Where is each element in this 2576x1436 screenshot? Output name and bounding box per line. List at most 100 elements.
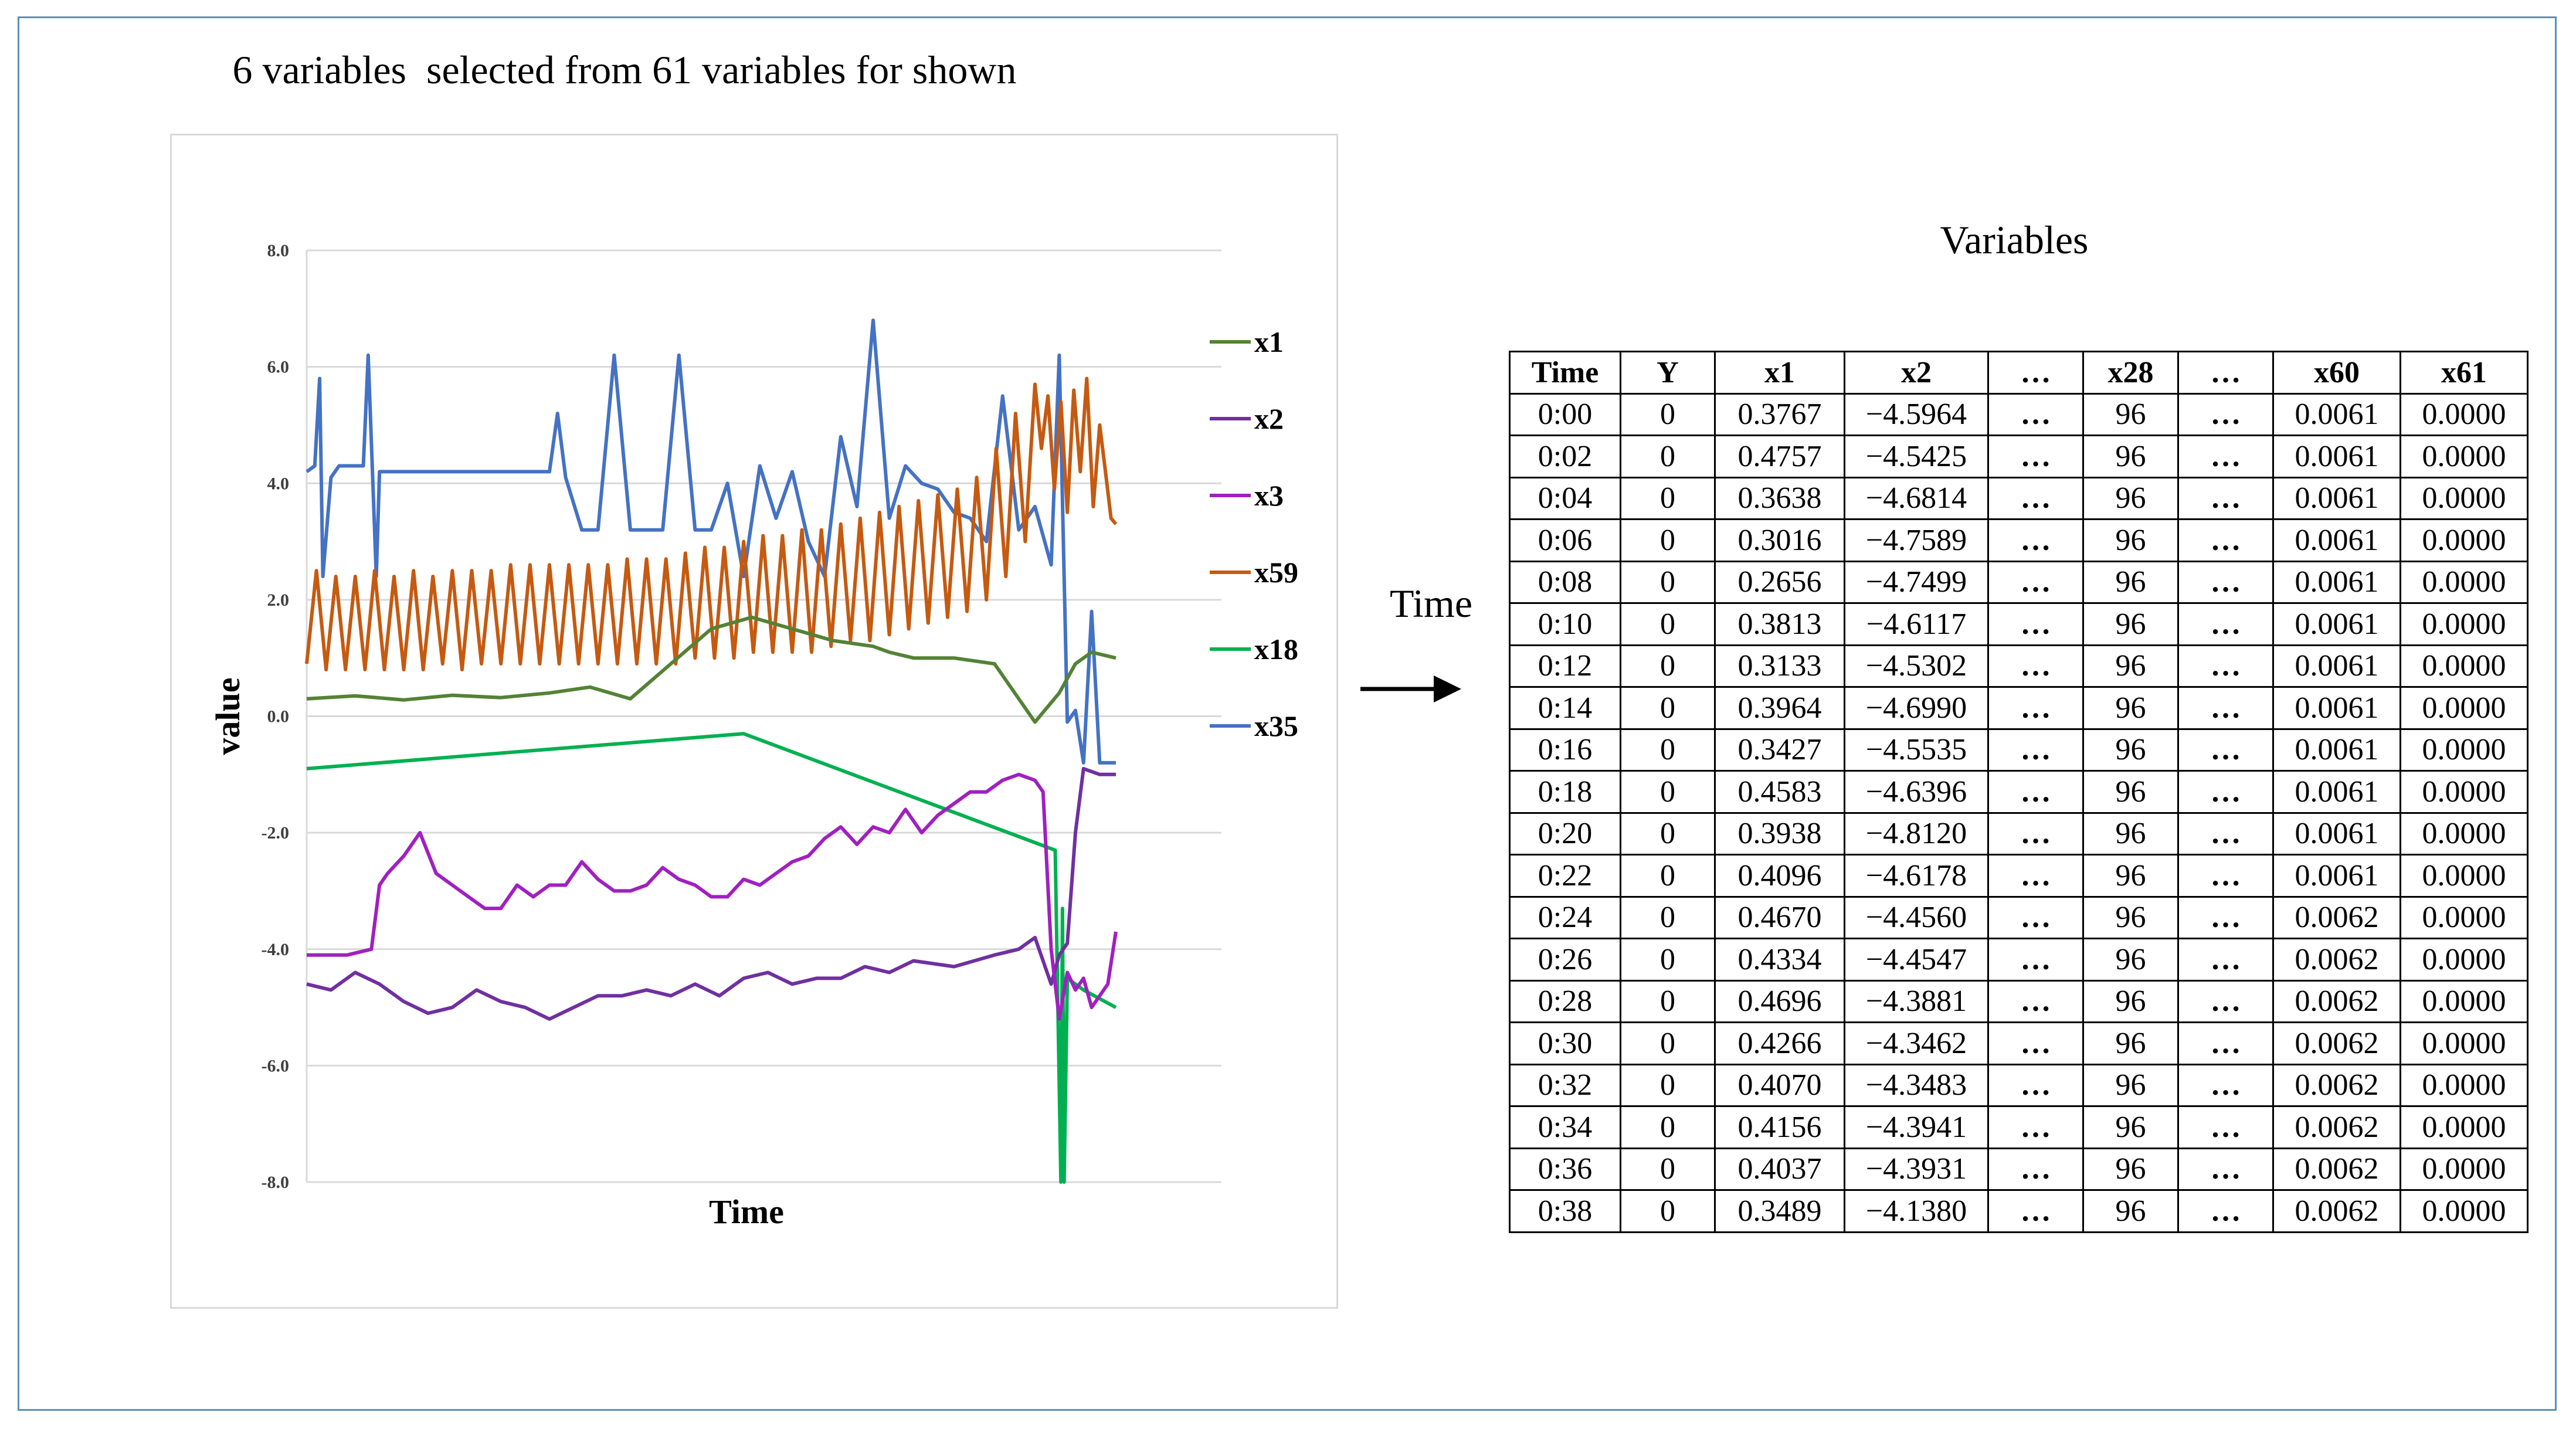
table-cell: 0.0000 [2399,1147,2529,1191]
table-cell: 0.4334 [1714,938,1845,982]
table-row: 0:06 0 0.3016 −4.7589… 96… 0.0061 0.0000 [1509,518,2529,562]
table-row: 0:22 0 0.4096 −4.6178… 96… 0.0061 0.0000 [1509,854,2529,898]
table-header-cell: x2 [1844,351,1989,395]
legend-label-x18: x18 [1254,633,1298,666]
table-cell: 0.0061 [2272,854,2401,898]
table-cell: −4.6178 [1844,854,1989,898]
table-cell: 96 [2082,1063,2179,1107]
table-cell: 0:02 [1509,434,1621,478]
series-line-x59 [305,376,1118,671]
table-cell: 0.0000 [2399,392,2529,436]
table-cell: … [2177,1105,2274,1149]
table-cell: 96 [2082,854,2179,898]
table-cell: 0.4696 [1714,979,1845,1023]
table-cell: −4.5425 [1844,434,1989,478]
table-cell: 0.0062 [2272,1189,2401,1233]
table-cell: −4.6117 [1844,602,1989,646]
table-cell: 96 [2082,979,2179,1023]
table-cell: 0:26 [1509,938,1621,982]
table-cell: 0 [1620,560,1716,604]
series-line-x3 [307,772,1118,1021]
legend-label-x1: x1 [1254,325,1284,358]
table-cell: −4.4547 [1844,938,1989,982]
y-tick-label: 0.0 [267,707,290,727]
y-tick-label: -6.0 [262,1056,290,1075]
line-chart: 8.0 6.0 4.0 2.0 0.0 -2.0 -4.0 -6.0 -8.0 x1 x2 x3 x5… [209,241,1298,1231]
series-line-x35 [306,318,1116,765]
chart-legend: x1 x2 x3 x59 x18 x35 [1210,325,1298,742]
table-cell: 0.4156 [1714,1105,1845,1149]
table-cell: −4.3483 [1844,1063,1989,1107]
table-cell: 0 [1620,434,1716,478]
y-tick-label: 4.0 [267,474,290,493]
table-cell: 0.2656 [1714,560,1845,604]
table-cell: 0 [1620,1189,1716,1233]
series-line-x1 [306,615,1116,724]
table-cell: … [1987,560,2084,604]
table-cell: −4.7499 [1844,560,1989,604]
table-cell: 0.4583 [1714,770,1845,814]
table-cell: 0.0061 [2272,434,2401,478]
chart-series [305,318,1118,1184]
table-cell: 96 [2082,1105,2179,1149]
table-cell: 0.3427 [1714,728,1845,772]
table-cell: 0 [1620,938,1716,982]
table-row: 0:32 0 0.4070 −4.3483… 96… 0.0062 0.0000 [1509,1063,2529,1107]
table-cell: … [1987,476,2084,520]
table-cell: … [2177,602,2274,646]
table-cell: 0:14 [1509,686,1621,730]
table-cell: −4.6814 [1844,476,1989,520]
table-cell: … [2177,812,2274,856]
table-row: 0:10 0 0.3813 −4.6117… 96… 0.0061 0.0000 [1509,602,2529,646]
table-body: 0:00 0 0.3767 −4.5964… 96… 0.0061 0.0000 0:02 0 0… [1509,392,2529,1233]
table-cell: 0 [1620,1021,1716,1065]
table-cell: −4.3462 [1844,1021,1989,1065]
series-line-x18 [306,732,1117,1184]
table-cell: 0.0061 [2272,812,2401,856]
table-cell: 96 [2082,938,2179,982]
table-cell: −4.1380 [1844,1189,1989,1233]
table-cell: … [1987,1021,2084,1065]
table-cell: 0:16 [1509,728,1621,772]
table-cell: 0.0000 [2399,1105,2529,1149]
table-cell: … [1987,434,2084,478]
table-cell: −4.3931 [1844,1147,1989,1191]
table-cell: 0 [1620,728,1716,772]
table-cell: … [1987,1147,2084,1191]
table-cell: 96 [2082,770,2179,814]
table-cell: 0.3638 [1714,476,1845,520]
chart-panel: 8.0 6.0 4.0 2.0 0.0 -2.0 -4.0 -6.0 -8.0 x1 x2 x3 x5… [170,134,1338,1309]
table-cell: … [1987,518,2084,562]
table-cell: 0:24 [1509,895,1621,939]
table-row: 0:16 0 0.3427 −4.5535… 96… 0.0061 0.0000 [1509,728,2529,772]
table-cell: 0.0061 [2272,644,2401,688]
table-cell: 96 [2082,476,2179,520]
table-cell: 0:30 [1509,1021,1621,1065]
table-cell: 0:36 [1509,1147,1621,1191]
table-cell: 96 [2082,1021,2179,1065]
chart-grid [306,249,1221,1183]
table-cell: −4.4560 [1844,895,1989,939]
y-tick-label: 6.0 [267,358,290,377]
table-cell: 0.3938 [1714,812,1845,856]
table-cell: 96 [2082,686,2179,730]
table-cell: 0.3489 [1714,1189,1845,1233]
table-cell: … [2177,644,2274,688]
table-row: 0:20 0 0.3938 −4.8120… 96… 0.0061 0.0000 [1509,812,2529,856]
table-cell: 0.0000 [2399,1021,2529,1065]
table-cell: 0 [1620,392,1716,436]
y-tick-label: 2.0 [267,590,290,610]
table-cell: 0:20 [1509,812,1621,856]
table-cell: 96 [2082,392,2179,436]
y-tick-label: -4.0 [262,940,290,959]
legend-label-x59: x59 [1254,556,1298,589]
table-cell: 0.0062 [2272,895,2401,939]
table-row: 0:12 0 0.3133 −4.5302… 96… 0.0061 0.0000 [1509,644,2529,688]
table-cell: 0.0061 [2272,392,2401,436]
table-cell: … [1987,854,2084,898]
table-row: 0:30 0 0.4266 −4.3462… 96… 0.0062 0.0000 [1509,1021,2529,1065]
table-cell: 0.3964 [1714,686,1845,730]
table-cell: 0.0000 [2399,854,2529,898]
